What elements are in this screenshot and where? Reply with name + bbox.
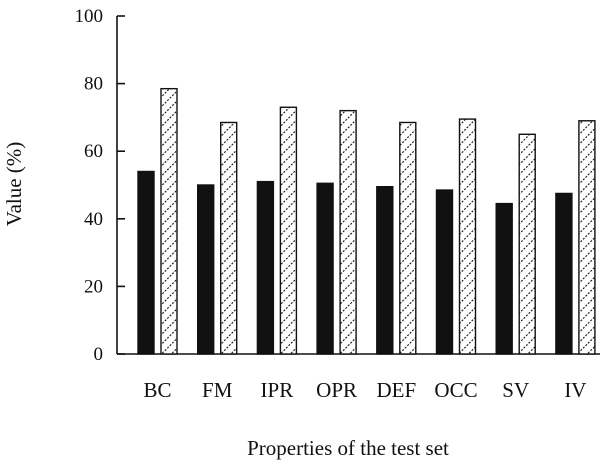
- bar-def-solid: [376, 185, 394, 355]
- x-category-label: OPR: [316, 378, 357, 402]
- x-category-label: OCC: [434, 378, 477, 402]
- bar-bc-hatched: [160, 87, 178, 355]
- y-tick-label: 80: [84, 74, 103, 95]
- bar-occ-solid: [435, 189, 454, 355]
- bar-opr-solid: [316, 182, 334, 355]
- x-category-label: IV: [564, 378, 586, 402]
- bar-iv-solid: [555, 192, 573, 355]
- bar-sv-hatched: [518, 133, 536, 355]
- bar-sv-solid: [495, 202, 513, 355]
- bar-fm-solid: [196, 184, 215, 355]
- bar-bc-solid: [137, 170, 155, 355]
- bars: [137, 87, 596, 355]
- y-tick-label: 100: [75, 6, 104, 27]
- bar-ipr-hatched: [279, 106, 298, 355]
- bar-occ-hatched: [458, 118, 477, 355]
- x-category-label: IPR: [261, 378, 294, 402]
- x-category-label: DEF: [376, 378, 416, 402]
- x-axis-title: Properties of the test set: [247, 436, 449, 460]
- x-category-label: FM: [202, 378, 233, 402]
- bar-iv-hatched: [578, 120, 596, 355]
- x-axis-categories: BC FM IPR OPR DEF OCC SV IV: [143, 378, 586, 402]
- x-category-label: SV: [502, 378, 529, 402]
- x-category-label: BC: [143, 378, 171, 402]
- bar-opr-hatched: [339, 109, 357, 355]
- y-axis-title: Value (%): [2, 142, 26, 227]
- y-tick-label: 60: [84, 141, 103, 162]
- y-axis-ticks: 0 20 40 60 80 100: [75, 6, 125, 365]
- bar-fm-hatched: [219, 121, 238, 355]
- y-tick-label: 0: [94, 344, 104, 365]
- y-tick-label: 40: [84, 209, 103, 230]
- y-tick-label: 20: [84, 276, 103, 297]
- bar-def-hatched: [399, 121, 417, 355]
- bar-ipr-solid: [256, 180, 275, 355]
